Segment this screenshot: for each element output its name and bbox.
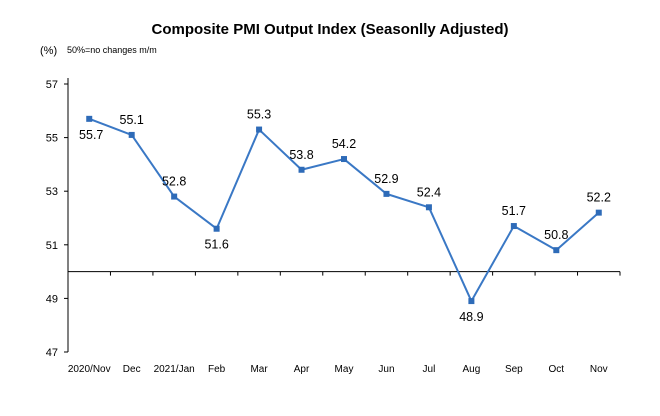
data-point (383, 190, 390, 197)
unit-label: (%) (40, 45, 57, 57)
x-tick-label: May (335, 364, 354, 375)
data-label: 53.8 (289, 148, 313, 162)
y-tick-label: 55 (46, 133, 58, 145)
series-line (86, 115, 602, 305)
data-point (256, 126, 263, 133)
y-tick-label: 53 (46, 186, 58, 198)
data-label: 51.6 (204, 238, 228, 252)
chart-title: Composite PMI Output Index (Seasonlly Ad… (152, 21, 509, 38)
x-tick-label: Oct (549, 364, 565, 375)
y-axis: 47 49 51 53 55 57 (46, 78, 69, 359)
x-tick-label: 2020/Nov (68, 364, 111, 375)
y-tick-label: 51 (46, 240, 58, 252)
x-tick-label: Apr (294, 364, 310, 375)
x-axis: 2020/Nov Dec 2021/Jan Feb Mar Apr May Jun Jul Aug… (67, 271, 621, 375)
data-labels: 55.7 55.1 52.8 51.6 55.3 53.8 54.2 52.9 52.4 48.9… (79, 108, 611, 325)
x-tick-label: Jun (378, 364, 394, 375)
data-label: 52.8 (162, 175, 186, 189)
data-label: 55.1 (120, 113, 144, 127)
x-tick-label: 2021/Jan (154, 364, 195, 375)
x-tick-label: Aug (462, 364, 480, 375)
data-point (86, 115, 93, 122)
data-label: 50.8 (544, 228, 568, 242)
data-label: 55.7 (79, 128, 103, 142)
x-tick-label: Sep (505, 364, 523, 375)
data-label: 48.9 (459, 310, 483, 324)
data-point (213, 225, 220, 232)
x-tick-label: Nov (590, 364, 608, 375)
data-label: 52.2 (587, 191, 611, 205)
x-tick-label: Feb (208, 364, 226, 375)
y-tick-label: 47 (46, 347, 58, 359)
data-label: 54.2 (332, 137, 356, 151)
data-point (510, 223, 517, 230)
x-tick-label: Mar (250, 364, 268, 375)
data-point (468, 298, 475, 305)
note-label: 50%=no changes m/m (67, 45, 157, 55)
data-point (128, 131, 135, 138)
data-point (341, 156, 347, 163)
x-tick-label: Dec (123, 364, 141, 375)
data-label: 55.3 (247, 108, 271, 122)
data-label: 52.4 (417, 185, 441, 199)
data-label: 51.7 (502, 204, 526, 218)
data-point (553, 247, 560, 254)
y-tick-label: 49 (46, 293, 58, 305)
data-point (595, 209, 602, 216)
x-tick-label: Jul (423, 364, 436, 375)
data-label: 52.9 (374, 172, 398, 186)
data-point (425, 204, 432, 211)
y-tick-label: 57 (46, 79, 58, 91)
data-point (298, 166, 305, 173)
data-point (171, 193, 178, 200)
